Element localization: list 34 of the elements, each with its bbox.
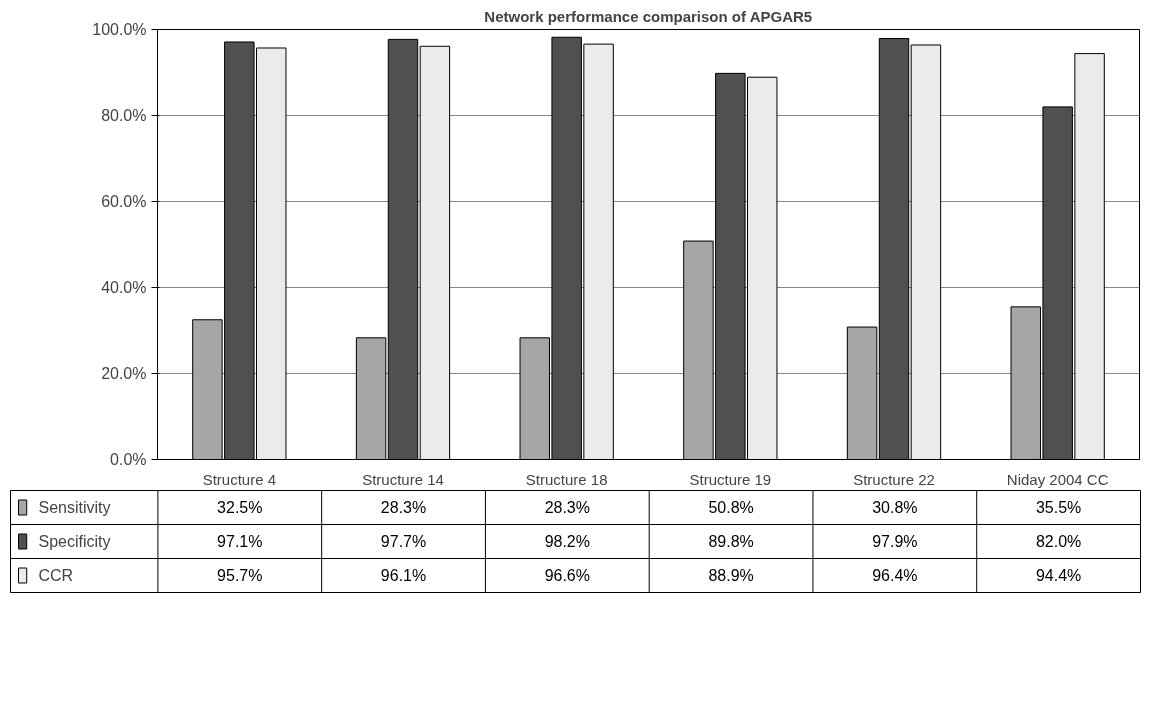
data-label: 97.1% (217, 533, 263, 550)
data-label: 97.9% (872, 533, 918, 550)
legend-label: Specificity (38, 533, 111, 550)
data-label: 32.5% (217, 499, 263, 516)
x-tick-label: Structure 19 (689, 470, 772, 488)
x-tick-label: Niday 2004 CC (1006, 470, 1109, 488)
y-tick-label: 60.0% (101, 193, 147, 210)
data-label: 96.1% (380, 567, 427, 584)
x-tick-label: Structure 22 (853, 470, 935, 488)
y-tick-label: 40.0% (101, 279, 147, 296)
data-label: 95.7% (217, 567, 263, 584)
data-label: 89.8% (708, 533, 754, 550)
x-tick-label: Structure 14 (362, 470, 444, 488)
data-label: 30.8% (872, 499, 918, 516)
data-label: 96.4% (872, 567, 918, 584)
data-label: 82.0% (1035, 533, 1082, 550)
data-label: 96.6% (544, 567, 590, 584)
legend-label: Sensitivity (38, 499, 111, 516)
data-label: 50.8% (708, 499, 754, 516)
y-tick-label: 100.0% (92, 21, 147, 38)
data-label: 97.7% (380, 533, 427, 550)
data-label: 94.4% (1035, 567, 1082, 584)
data-label: 98.2% (544, 533, 590, 550)
data-label: 28.3% (380, 499, 427, 516)
chart-title: Network performance comparison of APGAR5 (484, 7, 813, 25)
legend-label: CCR (38, 567, 74, 584)
data-label: 88.9% (708, 567, 754, 584)
y-tick-label: 80.0% (101, 107, 147, 124)
y-tick-label: 0.0% (110, 451, 147, 468)
x-tick-label: Structure 18 (525, 470, 608, 488)
data-label: 35.5% (1035, 499, 1082, 516)
y-tick-label: 20.0% (101, 365, 147, 382)
data-label: 28.3% (544, 499, 590, 516)
x-tick-label: Structure 4 (202, 470, 277, 488)
